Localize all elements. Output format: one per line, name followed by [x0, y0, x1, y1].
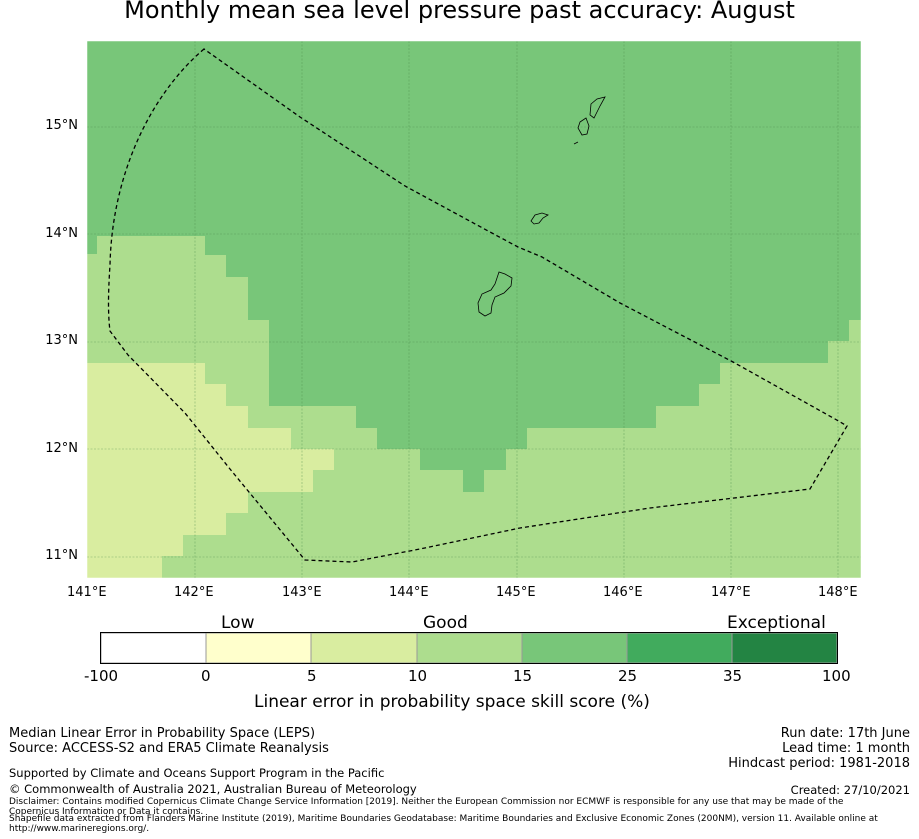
colorbar-tick: 35: [723, 667, 743, 685]
islands: [477, 96, 606, 317]
colorbar-swatch: [100, 632, 207, 664]
footer-copyright: © Commonwealth of Australia 2021, Austra…: [9, 782, 417, 796]
colorbar-tick: 15: [513, 667, 533, 685]
island-aguijan: [573, 141, 579, 145]
eez-boundary: [107, 48, 848, 563]
category-good: Good: [423, 613, 468, 633]
category-exceptional: Exceptional: [727, 613, 826, 633]
lon-tick-label: 148°E: [818, 585, 858, 600]
colorbar-label: Linear error in probability space skill …: [254, 692, 650, 712]
colorbar-swatch: [521, 632, 628, 664]
skill-raster: [87, 41, 861, 578]
page-title: Monthly mean sea level pressure past acc…: [124, 0, 795, 24]
lat-tick-label: 15°N: [45, 118, 78, 133]
colorbar-swatch: [731, 632, 838, 664]
footer-shapefile: Shapefile data extracted from Flanders M…: [9, 814, 878, 834]
island-saipan: [589, 96, 606, 119]
lon-tick-label: 147°E: [711, 585, 751, 600]
footer-lead-time: Lead time: 1 month: [782, 741, 910, 756]
colorbar-tick: 25: [618, 667, 638, 685]
colorbar-swatch: [310, 632, 418, 664]
footer-method: Median Linear Error in Probability Space…: [9, 726, 316, 741]
colorbar-swatch: [626, 632, 733, 664]
colorbar-tick: 5: [307, 667, 317, 685]
lon-tick-label: 144°E: [389, 585, 429, 600]
lon-tick-label: 141°E: [67, 585, 107, 600]
lon-tick-label: 146°E: [603, 585, 643, 600]
footer-created: Created: 27/10/2021: [790, 783, 910, 797]
colorbar-swatch: [416, 632, 523, 664]
lon-tick-label: 143°E: [282, 585, 322, 600]
lon-tick-label: 142°E: [174, 585, 214, 600]
lat-tick-label: 11°N: [45, 548, 78, 563]
footer-source: Source: ACCESS-S2 and ERA5 Climate Reana…: [9, 741, 329, 756]
island-rota: [530, 212, 549, 225]
lat-tick-label: 13°N: [45, 333, 78, 348]
category-low: Low: [221, 613, 255, 633]
island-tinian: [577, 117, 590, 136]
map-frame: [86, 40, 862, 579]
lon-tick-label: 145°E: [496, 585, 536, 600]
footer-run-date: Run date: 17th June: [780, 726, 910, 741]
footer-disclaimer: Disclaimer: Contains modified Copernicus…: [9, 797, 844, 817]
colorbar-tick: 0: [201, 667, 211, 685]
colorbar-tick: -100: [84, 667, 119, 685]
island-guam: [477, 271, 513, 317]
colorbar-tick: 10: [408, 667, 428, 685]
footer-supported: Supported by Climate and Oceans Support …: [9, 766, 385, 780]
lat-tick-label: 14°N: [45, 226, 78, 241]
colorbar-tick: 100: [822, 667, 851, 685]
colorbar: [100, 632, 838, 664]
footer-hindcast: Hindcast period: 1981-2018: [728, 756, 910, 771]
colorbar-swatch: [205, 632, 312, 664]
gridlines: [87, 41, 861, 578]
lat-tick-label: 12°N: [45, 441, 78, 456]
